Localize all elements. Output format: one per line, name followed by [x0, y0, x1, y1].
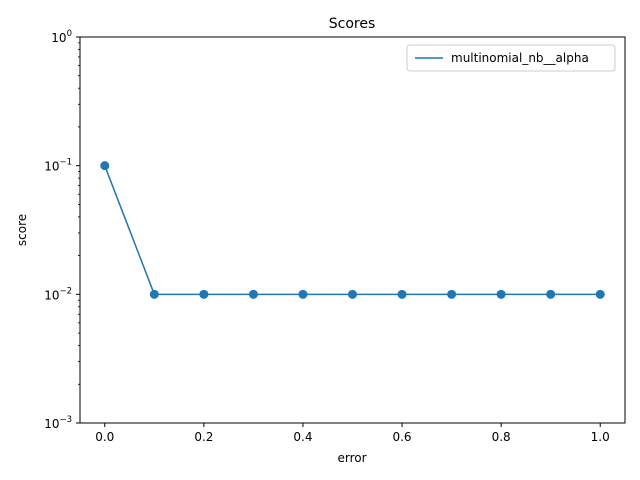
x-tick-label: 0.2: [194, 430, 213, 444]
data-point: [546, 289, 556, 299]
x-tick-label: 1.0: [591, 430, 610, 444]
y-tick-label: 10−3: [44, 415, 72, 431]
legend: multinomial_nb__alpha: [406, 44, 616, 72]
legend-label: multinomial_nb__alpha: [451, 51, 589, 65]
y-tick-label: 10−1: [44, 158, 72, 174]
data-point: [100, 161, 110, 171]
y-tick-label: 10−2: [44, 286, 72, 302]
series-line: [104, 165, 601, 296]
data-point: [595, 289, 605, 299]
plot-area: [100, 161, 605, 299]
x-tick-label: 0.8: [492, 430, 511, 444]
axes-frame: [79, 36, 626, 424]
data-point: [348, 289, 357, 299]
data-point: [199, 289, 209, 299]
x-tick-label: 0.6: [392, 430, 411, 444]
data-point: [248, 289, 258, 299]
data-point: [496, 289, 506, 299]
x-axis-label: error: [337, 451, 366, 465]
data-point: [397, 289, 407, 299]
data-point: [149, 289, 159, 299]
y-tick-label: 100: [51, 29, 72, 45]
chart-title: Scores: [329, 16, 376, 32]
x-tick-label: 0.4: [293, 430, 312, 444]
x-tick-label: 0.0: [95, 430, 114, 444]
data-point: [447, 289, 457, 299]
y-axis-label: score: [15, 214, 29, 246]
data-point: [298, 289, 308, 299]
legend-box: [406, 44, 616, 72]
